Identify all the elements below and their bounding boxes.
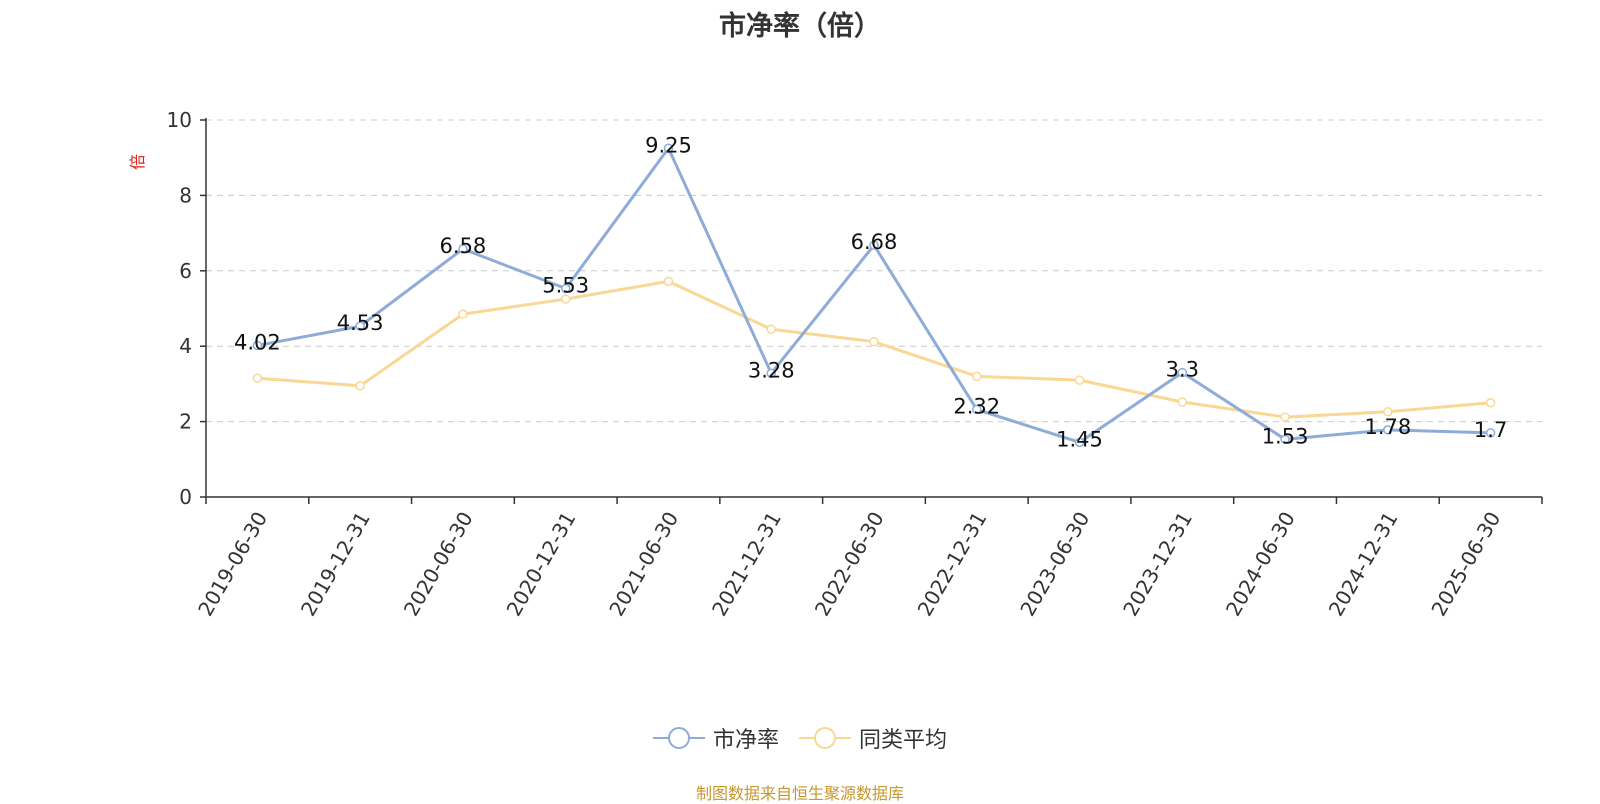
data-point-pb (560, 283, 571, 294)
legend: 市净率 同类平均 (0, 722, 1600, 754)
x-tick-label: 2020-06-30 (399, 508, 478, 621)
data-point-avg (1383, 407, 1393, 417)
x-tick-label: 2022-12-31 (913, 508, 992, 621)
y-tick-label: 10 (167, 108, 192, 132)
data-point-avg (458, 309, 468, 319)
data-point-avg (972, 371, 982, 382)
y-tick-label: 4 (179, 334, 192, 358)
x-tick-label: 2022-06-30 (810, 508, 889, 621)
x-tick-label: 2021-12-31 (707, 508, 786, 621)
data-point-avg (1177, 397, 1188, 407)
y-tick-label: 2 (179, 410, 192, 434)
data-label-pb: 1.78 (1364, 415, 1411, 439)
legend-label-avg: 同类平均 (859, 728, 948, 753)
data-point-pb (355, 321, 365, 331)
data-point-pb (1280, 434, 1290, 445)
data-point-avg (560, 294, 571, 304)
data-point-pb (1177, 367, 1188, 378)
y-tick-label: 0 (179, 485, 192, 509)
x-tick-label: 2025-06-30 (1426, 508, 1505, 621)
source-note: 制图数据来自恒生聚源数据库 (695, 784, 904, 803)
data-label-pb: 3.28 (748, 358, 795, 382)
data-point-pb (1383, 425, 1393, 435)
data-label-pb: 1.53 (1262, 424, 1309, 448)
data-label-pb: 4.02 (234, 330, 281, 354)
data-label-pb: 3.3 (1166, 358, 1199, 382)
data-point-avg (355, 381, 365, 391)
data-point-pb (663, 143, 674, 154)
data-label-pb: 6.58 (440, 234, 487, 258)
series-line-avg (257, 279, 1491, 419)
data-point-avg (663, 276, 674, 287)
legend-avg-marker-icon (799, 727, 851, 749)
data-point-pb (972, 404, 982, 415)
x-tick-label: 2019-12-31 (296, 508, 375, 621)
data-label-pb: 1.45 (1056, 427, 1103, 451)
data-point-pb (766, 368, 776, 379)
series-line-pb (257, 146, 1491, 444)
x-tick-label: 2019-06-30 (193, 508, 272, 621)
data-point-avg (1074, 375, 1085, 385)
chart-title: 市净率（倍） (719, 11, 881, 42)
y-tick-label: 8 (179, 183, 192, 207)
data-point-pb (458, 244, 468, 254)
x-tick-label: 2023-06-30 (1015, 508, 1094, 621)
legend-item-pb[interactable]: 市净率 (652, 722, 779, 754)
data-point-pb (252, 340, 263, 351)
data-label-pb: 5.53 (542, 274, 589, 298)
data-label-pb: 2.32 (953, 395, 1000, 419)
y-axis-unit-label: 倍 (128, 154, 147, 170)
x-tick-label: 2024-06-30 (1221, 508, 1300, 621)
x-tick-label: 2023-12-31 (1118, 508, 1197, 621)
legend-pb-marker-icon (652, 727, 705, 749)
legend-label-pb: 市净率 (712, 728, 779, 753)
data-point-pb (1074, 437, 1085, 448)
data-point-pb (1485, 428, 1496, 438)
x-tick-label: 2024-12-31 (1324, 508, 1403, 621)
data-point-avg (766, 324, 776, 334)
x-tick-label: 2020-12-31 (502, 508, 581, 621)
data-point-avg (1485, 398, 1496, 408)
data-label-pb: 1.7 (1474, 418, 1507, 442)
data-point-avg (252, 373, 263, 383)
x-tick-label: 2021-06-30 (604, 508, 683, 621)
data-label-pb: 6.68 (851, 230, 898, 254)
y-tick-label: 6 (179, 259, 192, 283)
data-point-avg (869, 336, 879, 347)
data-point-pb (869, 240, 879, 250)
data-label-pb: 4.53 (337, 311, 384, 335)
legend-item-avg[interactable]: 同类平均 (799, 722, 947, 754)
data-label-pb: 9.25 (645, 133, 692, 157)
data-point-avg (1280, 412, 1290, 422)
